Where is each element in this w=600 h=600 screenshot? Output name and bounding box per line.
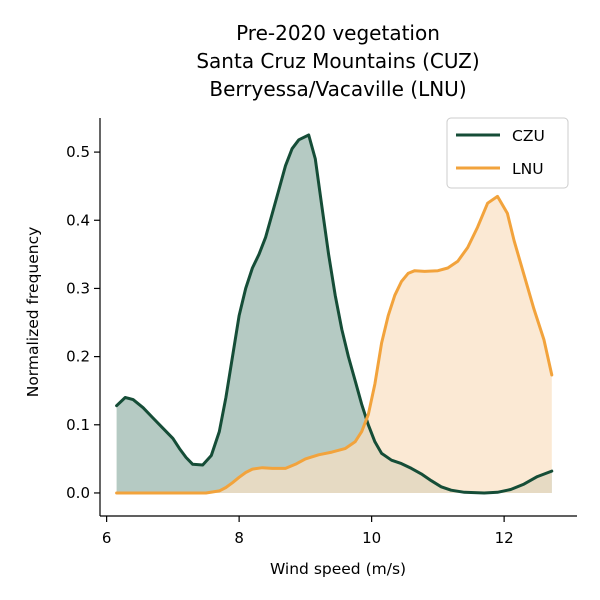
legend-label-lnu: LNU <box>512 160 544 178</box>
title-line-1: Pre-2020 vegetation <box>236 21 440 45</box>
legend-frame <box>446 117 569 189</box>
y-tick-label: 0.1 <box>66 416 90 434</box>
axes <box>99 118 577 517</box>
x-tick-label: 8 <box>234 529 244 547</box>
y-axis-label: Normalized frequency <box>24 227 42 398</box>
y-tick-label: 0.5 <box>66 143 90 161</box>
x-ticks: 6 8 10 12 <box>102 516 514 547</box>
y-tick-label: 0.0 <box>66 484 90 502</box>
legend: CZU LNU <box>446 117 569 189</box>
title-line-3: Berryessa/Vacaville (LNU) <box>209 77 466 101</box>
y-tick-label: 0.3 <box>66 279 90 297</box>
x-tick-label: 6 <box>102 529 112 547</box>
plot-areas <box>116 135 552 493</box>
x-tick-label: 12 <box>495 529 514 547</box>
chart-title: Pre-2020 vegetation Santa Cruz Mountains… <box>196 21 479 101</box>
series-line-czu <box>115 133 554 495</box>
x-axis-label: Wind speed (m/s) <box>270 560 406 578</box>
title-line-2: Santa Cruz Mountains (CUZ) <box>196 49 479 73</box>
legend-label-czu: CZU <box>512 127 545 145</box>
y-tick-label: 0.2 <box>66 348 90 366</box>
plot-lines <box>115 133 554 495</box>
y-ticks: 0.0 0.1 0.2 0.3 0.4 0.5 <box>66 143 100 502</box>
series-line-lnu <box>115 194 554 495</box>
y-tick-label: 0.4 <box>66 211 90 229</box>
x-tick-label: 10 <box>362 529 381 547</box>
